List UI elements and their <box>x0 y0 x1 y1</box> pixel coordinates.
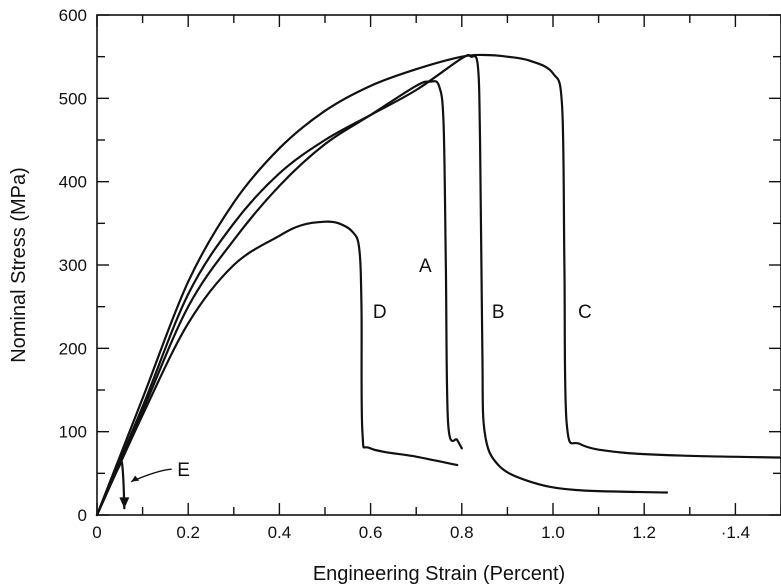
y-tick-label: 400 <box>59 173 87 192</box>
x-tick-labels: 0 0.2 0.4 0.6 0.8 1.0 1.2 ·1.4 <box>92 523 750 542</box>
y-tick-label: 200 <box>59 339 87 358</box>
curve-e <box>95 459 126 517</box>
curve-label-c: C <box>578 302 592 323</box>
y-axis-title: Nominal Stress (MPa) <box>8 167 30 363</box>
x-tick-label: 0.2 <box>176 523 200 542</box>
curve-a <box>95 80 463 517</box>
x-tick-label: 0 <box>92 523 101 542</box>
y-tick-labels: 0 100 200 300 400 500 600 <box>59 6 87 525</box>
curve-d <box>95 220 459 517</box>
axis-ticks <box>96 14 781 516</box>
plot-frame <box>96 14 781 516</box>
x-tick-label: 0.6 <box>359 523 383 542</box>
y-tick-label: 300 <box>59 256 87 275</box>
arrow-head-e <box>119 497 130 509</box>
x-tick-label: 1.2 <box>632 523 656 542</box>
curve-c <box>95 53 781 517</box>
x-tick-label: ·1.4 <box>721 523 750 542</box>
x-tick-label: 1.0 <box>541 523 565 542</box>
curve-label-b: B <box>492 302 505 323</box>
curve-labels: A B C D E <box>130 256 592 483</box>
curve-label-e: E <box>177 460 190 481</box>
y-tick-label: 500 <box>59 89 87 108</box>
curve-label-a: A <box>419 256 432 277</box>
curve-label-d: D <box>373 302 387 323</box>
x-tick-label: 0.8 <box>450 523 474 542</box>
x-tick-label: 0.4 <box>268 523 292 542</box>
y-tick-label: 100 <box>59 423 87 442</box>
curves <box>95 53 781 517</box>
x-axis-title: Engineering Strain (Percent) <box>313 563 565 585</box>
label-e-leader-head <box>131 475 140 482</box>
curve-b <box>95 53 669 517</box>
y-tick-label: 600 <box>59 6 87 25</box>
y-tick-label: 0 <box>78 506 87 525</box>
